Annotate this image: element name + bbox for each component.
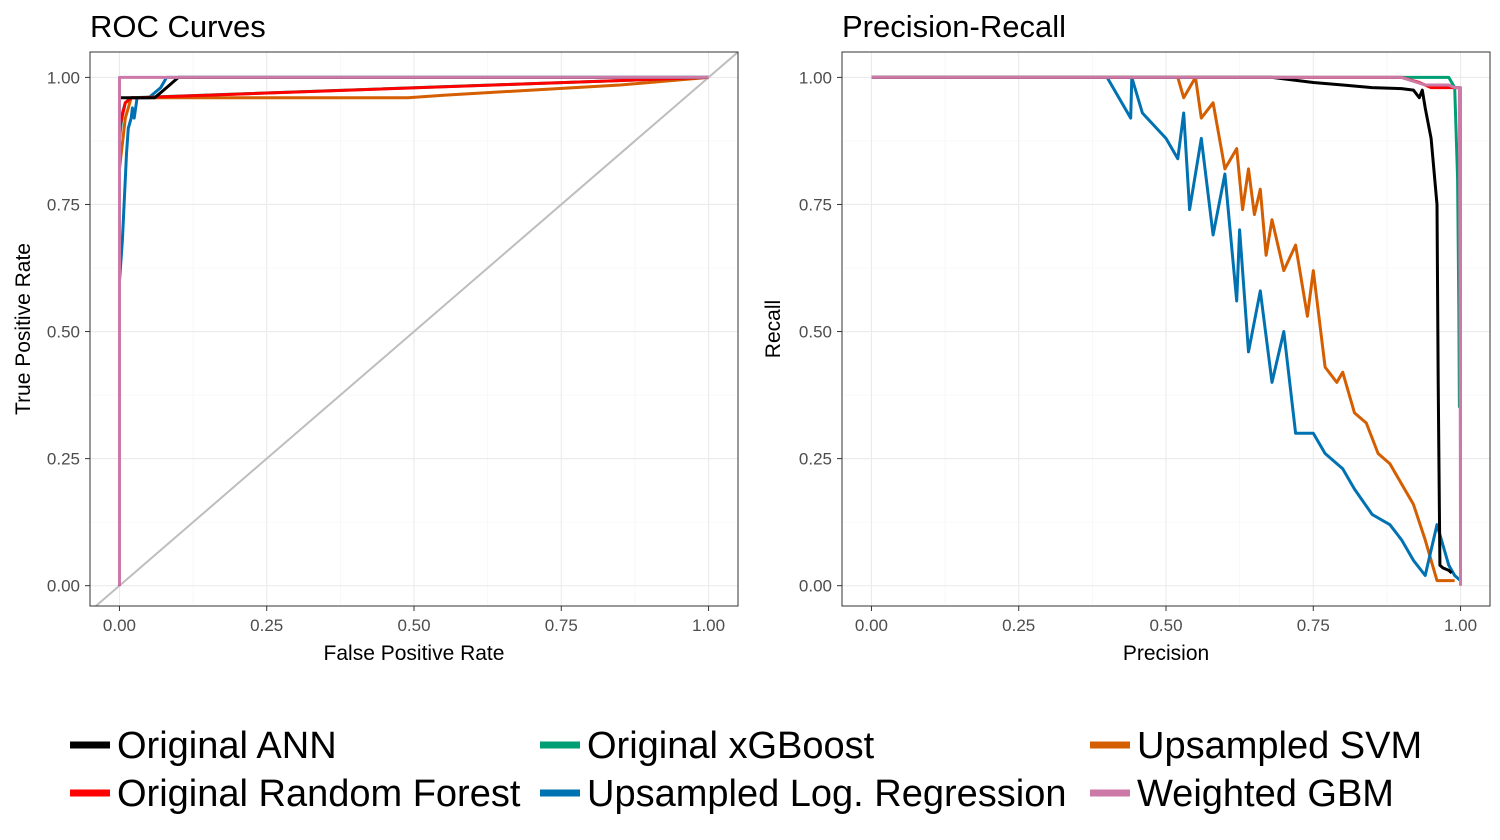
panel-roc-curves: 0.00 0.25 0.50 0.75 1.00 0.00 0.25 0.50 0.75 1.00…: [12, 9, 739, 665]
y-axis-title: Recall: [762, 300, 785, 358]
x-tick-label: 0.75: [545, 616, 578, 635]
y-tick-label: 1.00: [799, 68, 832, 87]
legend-label: Upsampled SVM: [1137, 725, 1422, 767]
legend-item-original-xgboost: Original xGBoost: [540, 725, 875, 767]
x-axis-title: Precision: [1123, 642, 1209, 665]
y-tick-label: 0.50: [799, 323, 832, 342]
legend-label: Original Random Forest: [117, 773, 521, 815]
y-tick-label: 0.00: [47, 577, 80, 596]
y-tick-label: 0.25: [799, 450, 832, 469]
legend-item-weighted-gbm: Weighted GBM: [1090, 773, 1394, 815]
y-tick-label: 0.25: [47, 450, 80, 469]
panel-precision-recall: 0.00 0.25 0.50 0.75 1.00 0.00 0.25 0.50 0.75 1.00…: [762, 9, 1491, 665]
x-tick-label: 0.25: [1002, 616, 1035, 635]
y-tick-label: 1.00: [47, 68, 80, 87]
series-line-weighted-gbm: [118, 75, 709, 586]
chart-title: ROC Curves: [90, 9, 266, 44]
y-tick-label: 0.75: [47, 195, 80, 214]
series-line-upsampled-svm: [1176, 75, 1455, 583]
x-tick-label: 0.25: [250, 616, 283, 635]
legend: Original ANN Original Random Forest Origin…: [70, 725, 1422, 815]
x-tick-label: 0.50: [397, 616, 430, 635]
x-axis-title: False Positive Rate: [324, 642, 505, 665]
legend-label: Weighted GBM: [1137, 773, 1394, 815]
reference-diagonal-line: [94, 52, 738, 606]
legend-item-upsampled-svm: Upsampled SVM: [1090, 725, 1422, 767]
series-line-upsampled-log-regression: [118, 75, 709, 586]
x-tick-label: 1.00: [1444, 616, 1477, 635]
y-axis-title: True Positive Rate: [12, 243, 35, 415]
legend-label: Upsampled Log. Regression: [587, 773, 1067, 815]
data-layer: [871, 75, 1462, 586]
legend-item-original-ann: Original ANN: [70, 725, 337, 767]
y-tick-label: 0.50: [47, 323, 80, 342]
x-tick-label: 0.00: [103, 616, 136, 635]
legend-item-upsampled-log-regression: Upsampled Log. Regression: [540, 773, 1067, 815]
x-tick-label: 1.00: [692, 616, 725, 635]
legend-label: Original xGBoost: [587, 725, 875, 767]
y-tick-label: 0.00: [799, 577, 832, 596]
series-line-upsampled-log-regression: [1105, 75, 1462, 582]
series-line-original-ann: [118, 75, 709, 586]
chart-title: Precision-Recall: [842, 9, 1066, 44]
legend-label: Original ANN: [117, 725, 337, 767]
y-tick-label: 0.75: [799, 195, 832, 214]
x-tick-label: 0.00: [855, 616, 888, 635]
legend-item-original-random-forest: Original Random Forest: [70, 773, 521, 815]
data-layer: [94, 52, 738, 606]
x-tick-label: 0.50: [1149, 616, 1182, 635]
series-line-weighted-gbm: [871, 75, 1462, 586]
series-line-original-ann: [871, 75, 1453, 575]
x-tick-label: 0.75: [1297, 616, 1330, 635]
